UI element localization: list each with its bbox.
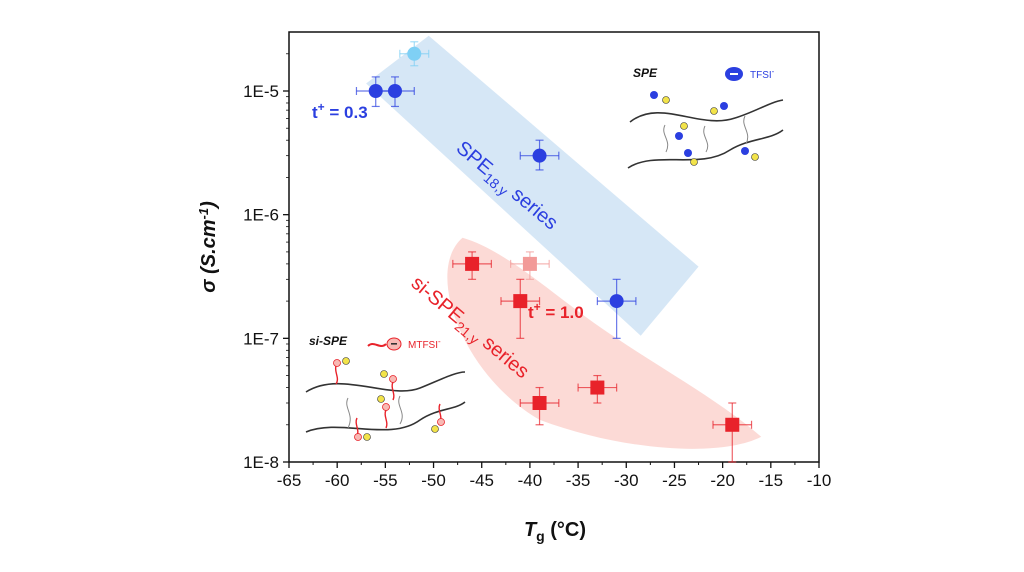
x-tick-label: -15 bbox=[759, 471, 784, 490]
tplus-annotation-sispe: t+ = 1.0 bbox=[528, 300, 584, 322]
point-marker bbox=[590, 380, 605, 395]
point-marker bbox=[465, 256, 480, 271]
x-tick-label: -25 bbox=[662, 471, 687, 490]
data-point-spe-3 bbox=[519, 139, 560, 171]
polymer-chains-spe-icon bbox=[627, 99, 784, 169]
polymer-chains-sispe-icon bbox=[305, 371, 466, 433]
y-tick-label: 1E-5 bbox=[243, 82, 279, 101]
x-axis-title: Tg (°C) bbox=[524, 519, 586, 544]
data-point-spe-2 bbox=[375, 76, 415, 108]
ion-markers-spe-icon bbox=[650, 91, 759, 166]
mtfsi-icon bbox=[367, 337, 402, 351]
inset-spe-anion-label: TFSI- bbox=[750, 67, 775, 81]
x-tick-label: -35 bbox=[566, 471, 591, 490]
data-points bbox=[355, 41, 753, 463]
point-marker bbox=[522, 256, 537, 271]
band-spe bbox=[366, 35, 699, 336]
data-point-sispe-2 bbox=[500, 278, 541, 339]
point-marker bbox=[609, 294, 624, 309]
tfsi-icon bbox=[725, 67, 743, 81]
ion-markers-sispe-icon bbox=[333, 357, 445, 441]
x-tick-label: -60 bbox=[325, 471, 350, 490]
x-tick-label: -65 bbox=[277, 471, 302, 490]
x-tick-label: -20 bbox=[710, 471, 735, 490]
point-marker bbox=[532, 148, 547, 163]
point-marker bbox=[388, 84, 402, 99]
x-tick-label: -10 bbox=[807, 471, 832, 490]
series-bands bbox=[366, 35, 762, 449]
inset-sispe: si-SPE MTFSI- bbox=[305, 334, 466, 441]
inset-spe-title: SPE bbox=[633, 66, 658, 80]
data-point-spe-0 bbox=[399, 41, 430, 67]
y-tick-label: 1E-6 bbox=[243, 206, 279, 225]
tplus-annotation-spe: t+ = 0.3 bbox=[312, 100, 368, 122]
data-point-sispe-3 bbox=[519, 386, 560, 426]
point-marker bbox=[532, 395, 547, 410]
band-sispe bbox=[447, 237, 762, 449]
inset-sispe-anion-label: MTFSI- bbox=[408, 337, 441, 351]
x-axis-ticks: -65 -60 -55 -50 -45 -40 -35 -30 -25 -20 -15 -10 bbox=[277, 462, 832, 490]
point-marker bbox=[725, 417, 740, 432]
data-point-sispe-0 bbox=[452, 251, 492, 280]
data-point-sispe-5 bbox=[712, 402, 753, 463]
x-tick-label: -50 bbox=[421, 471, 446, 490]
inset-spe: SPE TFSI- bbox=[627, 66, 784, 169]
point-marker bbox=[407, 46, 422, 61]
inset-sispe-title: si-SPE bbox=[309, 334, 348, 348]
point-marker bbox=[513, 294, 528, 309]
x-tick-label: -45 bbox=[469, 471, 494, 490]
y-tick-label: 1E-7 bbox=[243, 329, 279, 348]
data-point-spe-4 bbox=[596, 278, 637, 339]
y-axis-ticks: 1E-8 1E-7 1E-6 1E-5 bbox=[243, 53, 289, 472]
data-point-sispe-4 bbox=[577, 374, 618, 404]
data-point-sispe-1 bbox=[510, 251, 550, 280]
x-tick-label: -40 bbox=[518, 471, 543, 490]
x-tick-label: -55 bbox=[373, 471, 398, 490]
y-tick-label: 1E-8 bbox=[243, 453, 279, 472]
y-axis-title: σ (S.cm-1) bbox=[196, 201, 220, 293]
x-tick-label: -30 bbox=[614, 471, 639, 490]
